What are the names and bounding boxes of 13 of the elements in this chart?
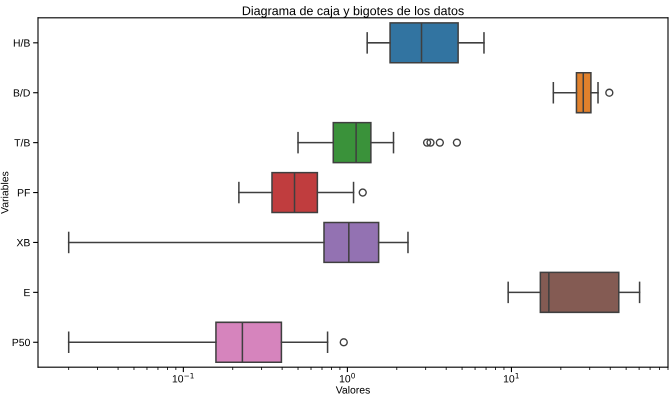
- x-axis-title: Valores: [336, 386, 370, 394]
- x-tick-label: 10$^{1}$: [504, 373, 519, 382]
- y-tick-label: P50: [12, 338, 30, 346]
- x-tick-label: 10$^{−1}$: [172, 373, 194, 382]
- y-tick-label: E: [24, 288, 30, 296]
- chart-title: Diagrama de caja y bigotes de los datos: [242, 6, 464, 18]
- y-tick-label: PF: [18, 189, 30, 196]
- y-axis-title: Variables: [0, 172, 8, 214]
- x-tick-label: 10$^{0}$: [340, 372, 355, 382]
- y-tick-label: H/B: [14, 39, 30, 47]
- y-tick-label: T/B: [14, 138, 30, 147]
- y-tick-label: XB: [16, 239, 30, 246]
- y-tick-label: B/D: [14, 88, 30, 97]
